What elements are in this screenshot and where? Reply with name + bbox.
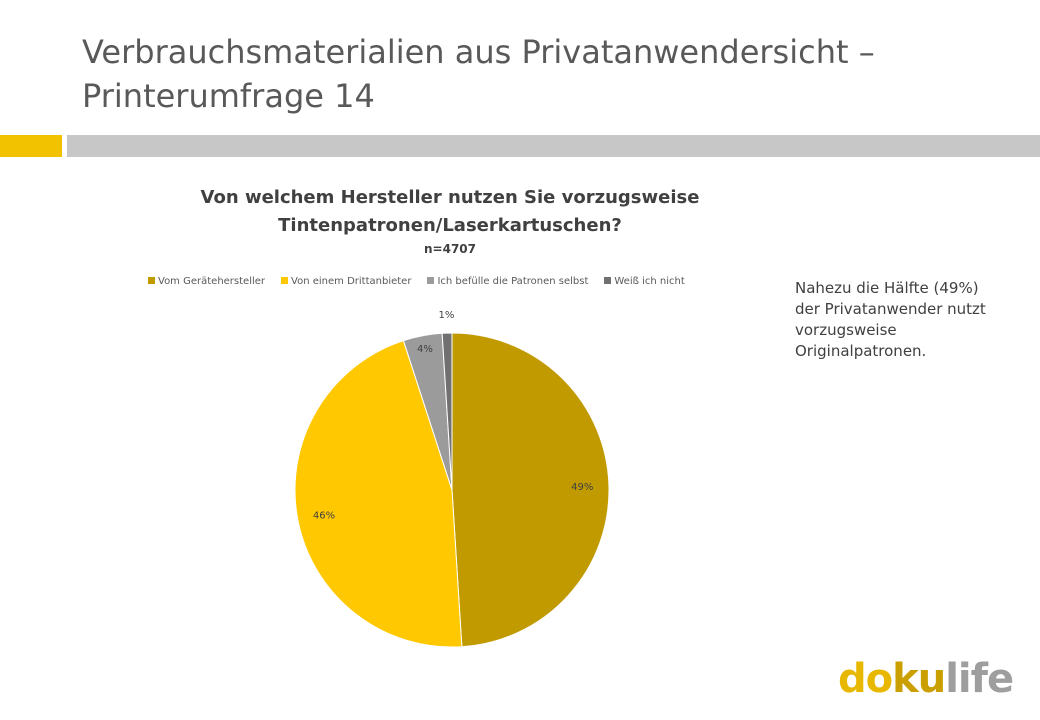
legend-swatch — [148, 277, 155, 284]
legend-label: Vom Gerätehersteller — [158, 276, 266, 287]
legend-item: Weiß ich nicht — [604, 276, 685, 287]
data-label: 49% — [571, 482, 593, 493]
legend-item: Vom Gerätehersteller — [148, 276, 265, 287]
data-label: 46% — [313, 510, 335, 521]
chart-legend: Vom Gerätehersteller Von einem Drittanbie… — [148, 276, 768, 292]
logo-o: o — [865, 656, 894, 702]
title-rule-accent — [0, 135, 62, 157]
logo-life: life — [945, 656, 1014, 702]
chart-subtitle: n=4707 — [424, 242, 476, 256]
legend-label: Von einem Drittanbieter — [291, 276, 412, 287]
dokulife-logo: dokulife — [838, 654, 1018, 704]
logo-ku: ku — [892, 656, 946, 702]
pie-slice — [294, 340, 463, 648]
data-label: 1% — [439, 310, 455, 321]
pie-slice — [451, 332, 610, 648]
legend-swatch — [281, 277, 289, 284]
legend-label: Ich befülle die Patronen selbst — [437, 276, 589, 287]
legend-swatch — [427, 277, 435, 284]
legend-item: Von einem Drittanbieter — [281, 276, 411, 287]
slide-title: Verbrauchsmaterialien aus Privatanwender… — [82, 33, 875, 115]
pie-slice — [441, 332, 453, 491]
summary-note: Nahezu die Hälfte (49%) der Privatanwend… — [795, 279, 986, 360]
data-label: 4% — [417, 344, 433, 355]
title-rule-bar — [67, 135, 1040, 157]
legend-label: Weiß ich nicht — [614, 276, 685, 287]
logo-d: d — [838, 656, 867, 702]
legend-item: Ich befülle die Patronen selbst — [427, 276, 588, 287]
chart-title: Von welchem Hersteller nutzen Sie vorzug… — [200, 187, 700, 236]
legend-swatch — [604, 277, 612, 284]
